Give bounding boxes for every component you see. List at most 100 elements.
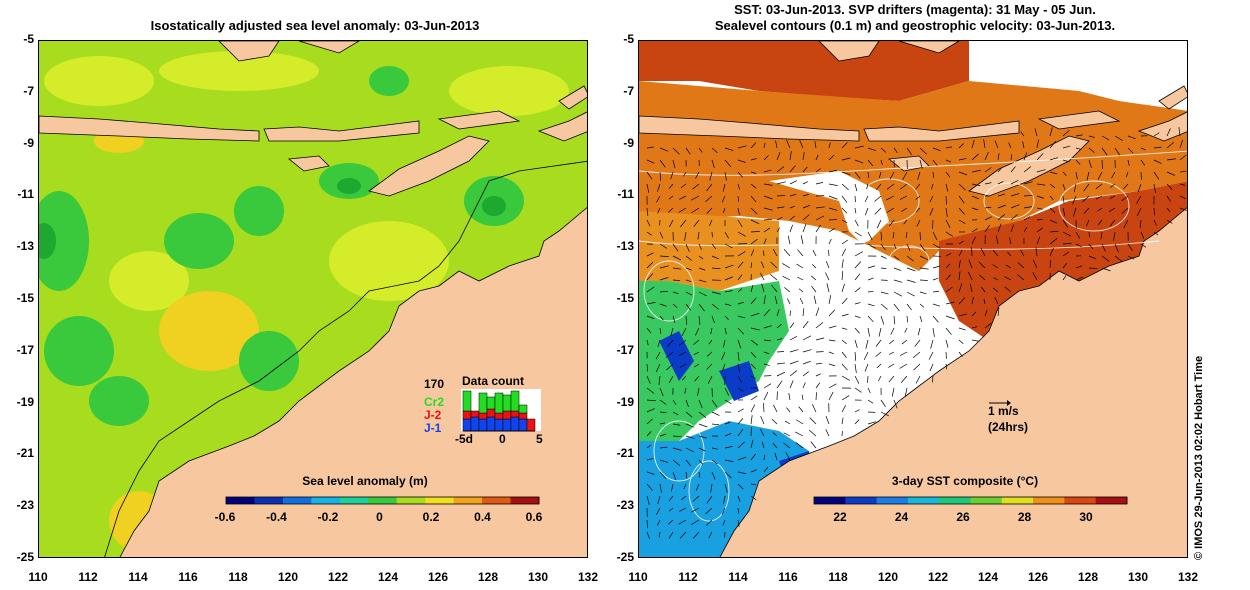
velocity-arrow (659, 411, 667, 414)
velocity-arrow (802, 382, 806, 389)
velocity-arrow (680, 219, 687, 228)
velocity-arrow (854, 273, 861, 281)
velocity-arrow (810, 441, 817, 449)
velocity-arrow (1062, 275, 1067, 281)
velocity-arrow (724, 446, 733, 449)
longitude-tick-label: 122 (927, 570, 949, 584)
velocity-arrow (904, 387, 908, 397)
velocity-arrow (698, 399, 703, 409)
colorbar-frame (225, 496, 540, 505)
sla-negative-patches (39, 66, 524, 426)
velocity-arrow (787, 298, 791, 305)
velocity-arrow (678, 339, 687, 346)
velocity-arrow (750, 249, 755, 257)
velocity-arrow (958, 297, 966, 305)
velocity-arrow (867, 399, 874, 404)
velocity-arrow (658, 375, 661, 385)
velocity-arrow (1179, 139, 1184, 149)
velocity-arrow (900, 375, 908, 384)
velocity-arrow (668, 183, 674, 189)
velocity-arrow (1036, 153, 1044, 161)
velocity-arrow (657, 207, 661, 214)
velocity-arrow (919, 159, 923, 169)
velocity-arrow (761, 283, 765, 293)
velocity-arrow (917, 327, 921, 336)
velocity-arrow (1166, 183, 1173, 190)
velocity-arrow (772, 443, 778, 449)
velocity-arrow (893, 279, 903, 283)
velocity-arrow (904, 327, 908, 333)
bali-lombok-land (863, 120, 1020, 142)
velocity-arrow (854, 219, 859, 227)
velocity-arrow (723, 339, 726, 348)
velocity-arrow (841, 339, 847, 345)
velocity-arrow (878, 327, 882, 337)
velocity-arrow (984, 167, 992, 173)
latitude-tick-label: -7 (23, 83, 34, 98)
velocity-arrow (750, 351, 757, 359)
velocity-arrow (737, 145, 747, 149)
velocity-arrow (737, 207, 740, 215)
velocity-arrow (854, 315, 861, 319)
velocity-arrow (763, 183, 773, 186)
velocity-scale-label: 1 m/s (988, 404, 1019, 418)
velocity-arrow (799, 297, 804, 305)
velocity-arrow (681, 495, 687, 501)
histogram-bar (518, 412, 528, 420)
velocity-arrow (711, 147, 718, 153)
velocity-arrow (1075, 147, 1082, 150)
velocity-arrow (958, 183, 966, 191)
velocity-arrow (776, 195, 786, 197)
velocity-arrow (667, 207, 674, 213)
velocity-arrow (900, 351, 908, 356)
velocity-arrow (711, 255, 720, 260)
velocity-arrow (1075, 159, 1081, 165)
velocity-arrow (1049, 157, 1059, 161)
velocity-arrow (878, 375, 882, 382)
velocity-arrow (867, 387, 871, 394)
velocity-arrow (1166, 128, 1171, 137)
velocity-arrow (770, 261, 778, 269)
velocity-arrow (1035, 247, 1038, 257)
velocity-arrow (685, 267, 692, 271)
velocity-arrow (659, 387, 664, 397)
velocity-arrow (815, 322, 824, 329)
satellite-label-j1: J-1 (424, 421, 442, 435)
data-count-value: 170 (424, 377, 445, 391)
velocity-arrow (1088, 135, 1095, 138)
velocity-arrow (692, 531, 700, 539)
velocity-arrow (1088, 231, 1090, 238)
velocity-arrow (997, 193, 1006, 197)
velocity-arrow (971, 311, 977, 317)
histogram-bar (510, 390, 520, 412)
sst-orange-west (639, 211, 779, 291)
velocity-arrow (1017, 262, 1025, 269)
velocity-arrow (646, 387, 655, 394)
velocity-arrow (1010, 180, 1019, 185)
longitude-tick-label: 132 (577, 570, 599, 584)
velocity-arrow (815, 215, 825, 221)
velocity-scale-duration: (24hrs) (988, 420, 1029, 434)
longitude-tick-label: 114 (128, 570, 148, 584)
longitude-tick-label: 130 (527, 570, 549, 584)
velocity-arrow (815, 168, 821, 173)
velocity-arrow (1016, 274, 1025, 281)
velocity-arrow (928, 351, 934, 360)
velocity-arrow (724, 243, 733, 249)
velocity-arrow (1036, 139, 1039, 149)
velocity-arrow (763, 155, 769, 161)
velocity-arrow (828, 195, 838, 200)
velocity-arrow (1153, 146, 1162, 149)
velocity-arrow (684, 231, 687, 241)
velocity-arrow (646, 483, 653, 491)
velocity-arrow (1075, 171, 1078, 180)
velocity-arrow (685, 435, 695, 439)
sst-warm-east (939, 181, 1187, 341)
velocity-arrow (841, 313, 849, 317)
velocity-arrow (841, 351, 847, 358)
velocity-arrow (769, 273, 778, 281)
velocity-arrow (672, 303, 678, 309)
velocity-arrow (774, 295, 778, 305)
velocity-arrow (1140, 243, 1147, 248)
velocity-arrow (724, 483, 728, 493)
